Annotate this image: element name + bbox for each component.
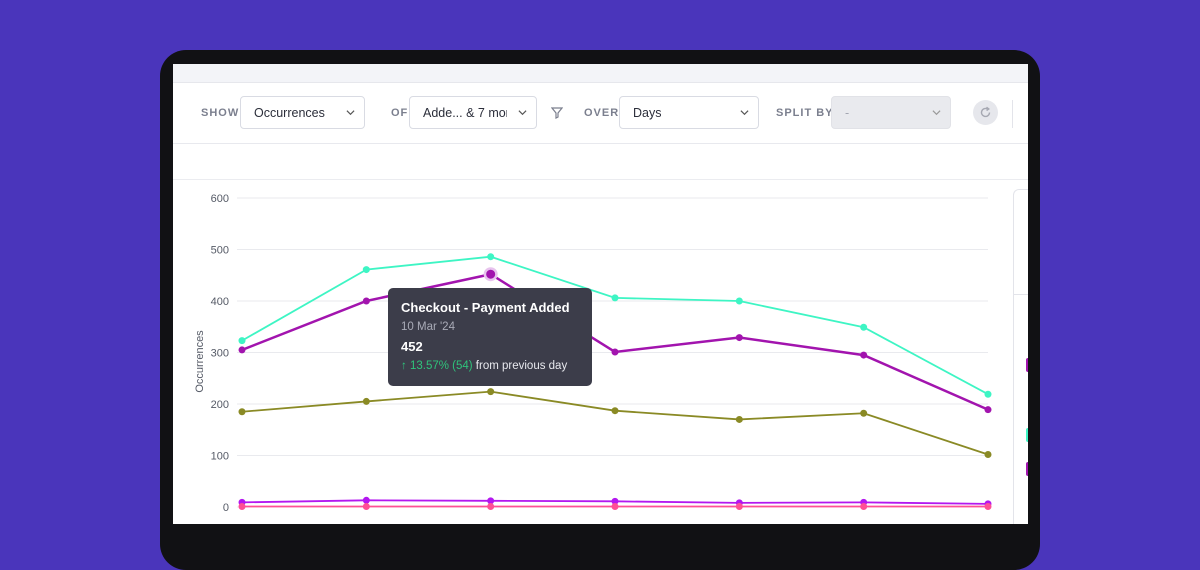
chevron-down-icon [518, 110, 527, 116]
data-point[interactable] [860, 323, 868, 331]
data-point[interactable] [735, 297, 743, 305]
chevron-down-icon [346, 110, 355, 116]
split-by-label: SPLIT BY [776, 107, 834, 119]
split-by-select[interactable]: - [831, 96, 951, 129]
data-point[interactable] [984, 390, 992, 398]
occurrences-line-chart: 0 100 200 300 400 500 600 Occurrences [194, 193, 992, 514]
legend-color-chip [1026, 358, 1028, 372]
tooltip-value: 452 [401, 339, 423, 354]
chevron-down-icon [932, 110, 941, 116]
tooltip-date: 10 Mar '24 [401, 321, 455, 333]
data-point[interactable] [486, 269, 496, 279]
data-point[interactable] [487, 388, 495, 396]
series-line [241, 390, 989, 456]
data-point[interactable] [362, 397, 370, 405]
y-tick-label: 600 [211, 193, 229, 205]
data-point[interactable] [611, 294, 619, 302]
legend-panel [1013, 189, 1028, 524]
data-point[interactable] [238, 346, 246, 354]
data-point[interactable] [611, 502, 619, 510]
tooltip-change-text: from previous day [472, 360, 568, 372]
data-point[interactable] [735, 502, 743, 510]
split-by-select-value: - [845, 106, 850, 120]
data-point[interactable] [735, 415, 743, 423]
y-tick-label: 0 [223, 502, 229, 514]
refresh-icon [980, 106, 991, 118]
chevron-down-icon [740, 110, 749, 116]
interval-select[interactable]: Days [619, 96, 759, 129]
data-point[interactable] [611, 407, 619, 415]
y-tick-label: 100 [211, 451, 229, 463]
query-toolbar: SHOW Occurrences OF Adde... & 7 mor OVER… [173, 83, 1028, 144]
legend-panel-divider [1014, 294, 1028, 295]
data-point[interactable] [611, 497, 619, 505]
data-point[interactable] [487, 502, 495, 510]
data-point[interactable] [487, 253, 495, 261]
data-point[interactable] [362, 297, 370, 305]
legend-color-chip [1026, 462, 1028, 476]
data-point-tooltip: Checkout - Payment Added 10 Mar '24 452 … [388, 288, 592, 386]
y-tick-label: 500 [211, 245, 229, 257]
app-screen: SHOW Occurrences OF Adde... & 7 mor OVER… [173, 64, 1028, 524]
show-label: SHOW [201, 107, 240, 119]
y-tick-label: 400 [211, 296, 229, 308]
y-axis-label: Occurrences [194, 330, 206, 393]
interval-select-value: Days [633, 106, 662, 120]
tooltip-change: ↑ 13.57% (54) from previous day [401, 360, 579, 372]
toolbar-divider [1012, 100, 1013, 128]
chart-header-band [173, 144, 1028, 180]
over-label: OVER [584, 107, 620, 119]
of-label: OF [391, 107, 409, 119]
top-strip [173, 64, 1028, 83]
data-point[interactable] [735, 334, 743, 342]
data-point[interactable] [984, 502, 992, 510]
data-point[interactable] [860, 502, 868, 510]
legend-color-chip [1026, 428, 1028, 442]
show-select[interactable]: Occurrences [240, 96, 365, 129]
data-point[interactable] [362, 266, 370, 274]
events-select[interactable]: Adde... & 7 mor [409, 96, 537, 129]
series-line [241, 255, 989, 396]
tooltip-change-pct: 13.57% (54) [409, 360, 473, 372]
data-point[interactable] [860, 409, 868, 417]
data-point[interactable] [238, 408, 246, 416]
refresh-button[interactable] [973, 100, 998, 125]
data-point[interactable] [238, 337, 246, 345]
data-point[interactable] [860, 351, 868, 359]
data-point[interactable] [362, 496, 370, 504]
data-point[interactable] [611, 348, 619, 356]
filter-icon[interactable] [551, 107, 563, 119]
data-point[interactable] [362, 502, 370, 510]
arrow-up-icon: ↑ [401, 360, 407, 372]
y-tick-label: 300 [211, 348, 229, 360]
data-point[interactable] [984, 450, 992, 458]
y-tick-label: 200 [211, 399, 229, 411]
data-point[interactable] [487, 497, 495, 505]
data-point[interactable] [238, 502, 246, 510]
data-point[interactable] [984, 406, 992, 414]
events-select-value: Adde... & 7 mor [423, 106, 507, 120]
show-select-value: Occurrences [254, 106, 325, 120]
tooltip-title: Checkout - Payment Added [401, 300, 570, 315]
